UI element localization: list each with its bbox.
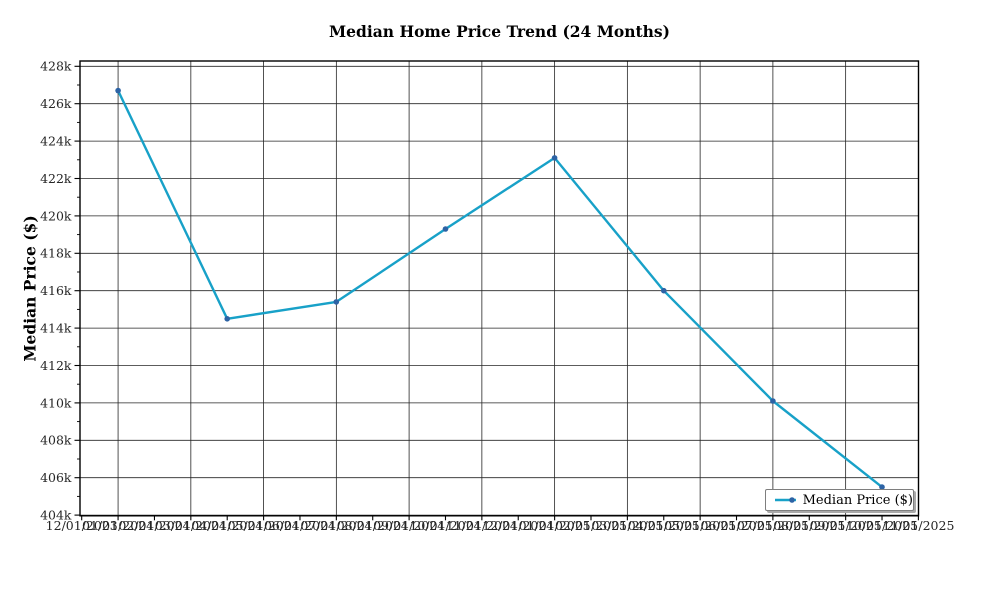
- y-tick-label: 424k: [40, 134, 72, 149]
- x-tick-label: 07/01/2024: [300, 518, 372, 533]
- y-tick-label: 428k: [40, 59, 72, 74]
- x-tick-label: 06/01/2025: [700, 518, 772, 533]
- data-point-marker: [770, 398, 776, 404]
- chart-title: Median Home Price Trend (24 Months): [329, 22, 670, 41]
- x-tick-label: 03/01/2025: [591, 518, 663, 533]
- legend-line-marker-icon: [775, 497, 796, 503]
- y-tick-label: 404k: [40, 508, 72, 523]
- data-point-marker: [551, 155, 558, 161]
- y-tick-label: 416k: [40, 283, 72, 298]
- x-tick-label: 11/01/2025: [882, 518, 954, 533]
- x-tick-label: 02/01/2025: [555, 518, 627, 533]
- data-point-marker: [661, 287, 667, 294]
- y-tick-label: 418k: [40, 246, 72, 261]
- legend-label: Median Price ($): [802, 492, 913, 508]
- x-tick-label: 06/01/2024: [264, 518, 336, 533]
- x-tick-label: 04/01/2025: [628, 518, 700, 533]
- x-tick-label: 07/01/2025: [737, 518, 809, 533]
- x-tick-label: 12/01/2023: [46, 518, 118, 533]
- y-tick-label: 422k: [40, 171, 72, 186]
- x-tick-label: 08/01/2025: [773, 518, 845, 533]
- y-tick-label: 420k: [40, 208, 72, 223]
- y-tick-label: 414k: [40, 321, 72, 336]
- x-tick-label: 10/01/2025: [846, 518, 918, 533]
- x-tick-label: 12/01/2024: [482, 518, 554, 533]
- x-tick-label: 09/01/2024: [373, 518, 445, 533]
- data-point-marker: [879, 484, 885, 490]
- x-tick-label: 08/01/2024: [337, 518, 409, 533]
- plot-frame: [79, 60, 920, 517]
- x-tick-label: 02/01/2024: [118, 518, 190, 533]
- y-tick-label: 408k: [40, 433, 72, 448]
- data-point-marker: [333, 299, 340, 305]
- y-tick-label: 412k: [40, 358, 72, 373]
- x-tick-label: 01/01/2024: [82, 518, 154, 533]
- legend: Median Price ($): [765, 489, 914, 511]
- x-tick-label: 05/01/2025: [664, 518, 736, 533]
- x-tick-label: 10/01/2024: [409, 518, 481, 533]
- data-point-marker: [115, 87, 121, 94]
- x-tick-label: 04/01/2024: [191, 518, 263, 533]
- y-tick-label: 410k: [40, 395, 72, 410]
- data-point-marker: [224, 316, 230, 322]
- x-tick-label: 05/01/2024: [228, 518, 300, 533]
- x-tick-label: 03/01/2024: [155, 518, 227, 533]
- y-tick-label: 406k: [40, 470, 72, 485]
- y-tick-label: 426k: [40, 96, 72, 111]
- x-tick-label: 09/01/2025: [810, 518, 882, 533]
- x-tick-label: 11/01/2024: [446, 518, 518, 533]
- data-point-marker: [442, 226, 449, 232]
- series-line-median-price: [116, 89, 884, 489]
- x-tick-label: 01/01/2025: [519, 518, 591, 533]
